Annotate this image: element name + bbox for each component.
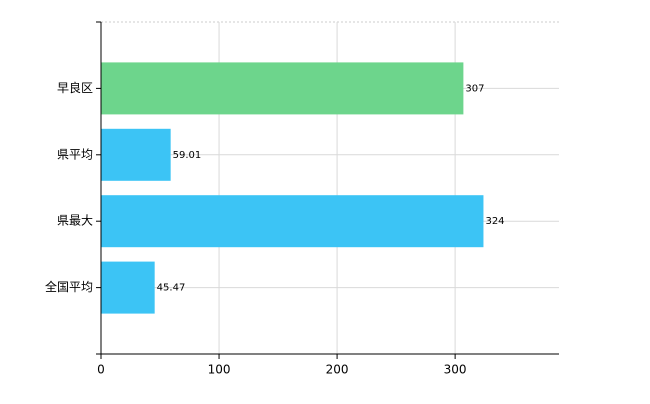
y-tick-label: 県平均 [57, 147, 93, 161]
bar [101, 62, 464, 115]
x-tick-label: 300 [444, 363, 467, 377]
value-label: 307 [465, 83, 484, 94]
value-label: 59.01 [173, 150, 202, 161]
x-tick-label: 100 [208, 363, 231, 377]
bar [101, 261, 155, 314]
x-tick-label: 200 [326, 363, 349, 377]
y-tick-label: 早良区 [57, 80, 93, 95]
x-tick-label: 0 [97, 363, 105, 377]
value-label: 45.47 [157, 283, 186, 294]
bar [101, 195, 484, 248]
value-label: 324 [485, 216, 504, 227]
y-tick-label: 県最大 [57, 214, 93, 228]
y-tick-label: 全国平均 [45, 279, 93, 294]
bar [101, 128, 171, 181]
